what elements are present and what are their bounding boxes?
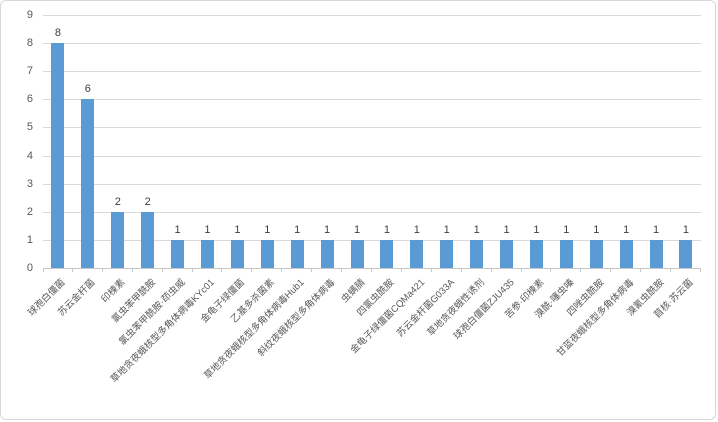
bar[interactable] xyxy=(589,239,603,268)
y-tick-label: 1 xyxy=(26,233,33,246)
x-axis-line xyxy=(43,268,701,269)
bar-group: 2 氯虫苯甲酰胺 xyxy=(109,15,163,325)
bar-value-label: 1 xyxy=(563,223,570,236)
bar[interactable] xyxy=(470,239,484,268)
bar-value-label: 1 xyxy=(653,223,660,236)
bar-group: 1 氯虫苯甲酰胺·茚虫威 xyxy=(117,15,193,348)
y-axis: 0 1 2 3 4 5 6 7 8 9 xyxy=(1,9,37,274)
category-row: 8 球孢白僵菌 6 苏云金杆菌 2 印楝素 2 氯虫苯甲酰胺 1 氯虫苯甲酰胺·茚虫威 1 草地贪夜蛾… xyxy=(26,15,701,385)
bar[interactable] xyxy=(350,239,364,268)
y-tick-label: 2 xyxy=(26,205,33,218)
bar-value-label: 2 xyxy=(144,195,151,208)
bar[interactable] xyxy=(529,239,543,268)
bar-group: 2 印楝素 xyxy=(100,15,133,305)
bar-value-label: 1 xyxy=(264,223,271,236)
bar-value-label: 1 xyxy=(234,223,241,236)
bar[interactable] xyxy=(679,239,693,268)
gridline xyxy=(43,43,701,45)
bar-value-label: 1 xyxy=(353,223,361,236)
bar-value-label: 1 xyxy=(383,223,390,236)
bar[interactable] xyxy=(410,239,424,268)
bar[interactable] xyxy=(380,239,394,268)
bar-value-label: 1 xyxy=(294,223,301,236)
gridline xyxy=(43,71,701,73)
y-tick-label: 7 xyxy=(26,65,33,78)
bar-value-label: 1 xyxy=(503,223,510,236)
bar-value-label: 1 xyxy=(593,223,600,236)
bar[interactable] xyxy=(619,239,633,268)
bar-group: 1 金龟子绿僵菌CQMa421 xyxy=(348,15,432,356)
bar-value-label: 1 xyxy=(324,223,331,236)
bar-group: 1 溴酰·噻虫嗪 xyxy=(533,15,582,321)
bar[interactable] xyxy=(559,239,573,268)
bar[interactable] xyxy=(51,43,65,268)
y-tick-label: 5 xyxy=(26,121,33,134)
y-tick-label: 3 xyxy=(26,177,33,190)
bar-value-label: 1 xyxy=(533,223,540,236)
bar-group: 1 球孢白僵菌ZJU435 xyxy=(452,15,522,342)
gridline xyxy=(43,211,701,213)
bar[interactable] xyxy=(171,239,185,268)
bar-value-label: 1 xyxy=(473,223,480,236)
bar[interactable] xyxy=(440,239,454,268)
bar[interactable] xyxy=(290,239,304,268)
bar-group: 1 甘蓝夜蛾核型多角体病毒 xyxy=(554,15,642,359)
bar[interactable] xyxy=(230,239,244,268)
bar-group: 1 斜纹夜蛾核型多角体病毒 xyxy=(255,15,342,359)
gridline xyxy=(43,155,701,157)
bar-group: 1 草地贪夜蛾性诱剂 xyxy=(425,15,492,339)
gridline xyxy=(43,127,701,129)
y-tick-label: 4 xyxy=(26,149,33,162)
bar-group: 1 草地贪夜蛾核型多角体病毒Hub1 xyxy=(203,15,313,382)
bar-value-label: 1 xyxy=(682,223,690,236)
y-tick-label: 6 xyxy=(26,93,33,106)
y-tick-label: 9 xyxy=(26,9,33,21)
bar[interactable] xyxy=(320,239,334,268)
bar-group: 1 金龟子绿僵菌 xyxy=(199,15,253,325)
bar-group: 1 苜核·苏云菌 xyxy=(652,15,701,321)
bar[interactable] xyxy=(260,239,274,268)
y-tick-label: 8 xyxy=(26,37,33,50)
bar[interactable] xyxy=(111,211,125,268)
bar[interactable] xyxy=(500,239,514,268)
bar[interactable] xyxy=(649,239,663,268)
bar-value-label: 1 xyxy=(174,223,181,236)
bar-group: 1 四氯虫酰胺 xyxy=(355,15,402,318)
bar-group: 1 虫螨腈 xyxy=(339,15,372,305)
bar[interactable] xyxy=(141,211,155,268)
bar[interactable] xyxy=(200,239,214,268)
bar-group: 1 乙基多杀菌素 xyxy=(229,15,283,325)
bar-group: 1 苏云金杆菌G033A xyxy=(394,15,462,339)
bar-group: 1 苦参·印楝素 xyxy=(503,15,552,321)
gridline xyxy=(43,183,701,185)
bar-group: 1 溴氰虫酰胺 xyxy=(625,15,671,318)
bar-value-label: 1 xyxy=(443,223,450,236)
gridline xyxy=(43,99,701,101)
plot-area: 8 球孢白僵菌 6 苏云金杆菌 2 印楝素 2 氯虫苯甲酰胺 1 氯虫苯甲酰胺·茚虫威 1 草地贪夜蛾… xyxy=(26,15,701,385)
bar-value-label: 6 xyxy=(84,83,91,96)
bar[interactable] xyxy=(81,99,95,268)
gridline xyxy=(43,239,701,241)
bar-group: 1 四唑虫酰胺 xyxy=(565,15,612,318)
bar-group: 6 苏云金杆菌 xyxy=(56,15,103,318)
bar-value-label: 1 xyxy=(413,223,420,236)
gridline xyxy=(43,15,701,16)
bar-value-label: 8 xyxy=(54,27,62,40)
bar-group: 1 草地贪夜蛾核型多角体病毒KYc01 xyxy=(109,15,223,385)
bar-value-label: 1 xyxy=(623,223,630,236)
y-tick-label: 0 xyxy=(26,262,33,274)
bar-value-label: 2 xyxy=(114,195,121,208)
bar-group: 8 球孢白僵菌 xyxy=(26,15,73,318)
bar-value-label: 1 xyxy=(204,223,211,236)
